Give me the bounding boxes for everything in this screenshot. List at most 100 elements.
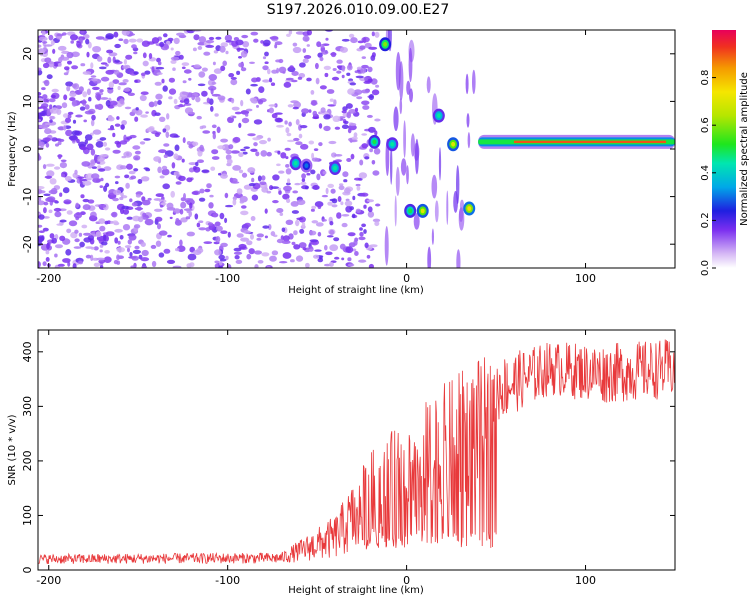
speckle-mark [105,100,111,107]
speckle-mark [159,116,166,123]
snr-ticks: -200 -100 0 100 0 100 200 300 400 [21,330,675,587]
speckle-mark [108,81,115,89]
speckle-mark [203,51,211,56]
speckle-mark [71,130,81,136]
speckle-mark [361,89,370,94]
speckle-mark [304,186,309,190]
speckle-mark [161,165,168,170]
speckle-mark [375,203,381,207]
speckle-mark [136,206,142,211]
speckle-mark [266,190,272,194]
speckle-mark [241,172,248,178]
speckle-mark [131,202,138,207]
speckle-mark [133,168,139,172]
speckle-mark [38,67,42,71]
speckle-mark [158,230,168,236]
speckle-mark [49,115,56,120]
streak-mark [394,195,397,227]
speckle-mark [173,153,179,160]
speckle-mark [325,251,333,256]
speckle-mark [213,68,222,74]
speckle-mark [162,85,168,92]
speckle-mark [100,62,108,65]
speckle-mark [168,88,177,95]
speckle-mark [70,40,74,44]
speckle-mark [108,52,118,57]
speckle-mark [101,241,108,246]
speckle-mark [100,76,110,82]
colorbar-label: Normalized spectral amplitude [739,72,750,226]
speckle-mark [347,88,355,95]
speckle-mark [295,141,303,146]
speckle-mark [113,31,119,38]
speckle-mark [348,33,355,38]
x-tick-label: 0 [403,272,410,285]
speckle-mark [42,94,48,100]
streak-mark [399,97,403,115]
speckle-mark [163,248,171,254]
speckle-mark [220,242,228,248]
speckle-mark [277,150,281,155]
speckle-mark [211,81,217,85]
speckle-mark [214,113,219,117]
speckle-mark [170,190,175,198]
speckle-mark [300,125,308,129]
speckle-mark [158,252,165,258]
speckle-mark [38,112,45,117]
speckle-mark [253,119,263,125]
snr-panel: -200 -100 0 100 0 100 200 300 400 Height of stra… [7,329,676,596]
speckle-mark [43,79,50,87]
speckle-mark [219,212,225,220]
speckle-mark [315,62,319,70]
speckle-mark [330,188,336,194]
speckle-mark [243,184,252,190]
speckle-mark [63,72,69,76]
speckle-mark [57,263,65,267]
spectrogram-marks [38,30,675,268]
speckle-mark [49,178,57,185]
speckle-mark [96,155,106,162]
speckle-mark [99,185,104,189]
speckle-mark [316,173,321,181]
speckle-mark [327,104,336,107]
blob-core [372,139,377,145]
speckle-mark [354,177,361,181]
speckle-mark [269,36,279,40]
speckle-mark [322,170,327,175]
speckle-mark [264,208,268,214]
speckle-mark [231,106,240,111]
speckle-mark [319,85,327,90]
speckle-mark [250,148,258,152]
speckle-mark [54,211,62,218]
speckle-mark [197,45,203,50]
speckle-mark [258,86,265,93]
blob-core [304,163,309,169]
speckle-mark [92,86,100,91]
speckle-mark [163,143,170,147]
speckle-mark [49,119,53,123]
speckle-mark [163,154,168,158]
speckle-mark [186,141,192,145]
streak-mark [456,165,460,205]
speckle-mark [209,98,214,105]
speckle-mark [38,44,42,48]
speckle-mark [116,247,125,253]
speckle-mark [38,106,43,110]
speckle-mark [262,79,271,83]
colorbar-tick-label: 0.4 [700,165,711,181]
speckle-mark [336,65,342,69]
speckle-mark [224,217,228,224]
speckle-mark [302,48,307,53]
speckle-mark [326,235,334,238]
speckle-mark [174,144,180,152]
speckle-mark [141,265,148,268]
speckle-mark [351,136,358,141]
speckle-mark [112,149,121,154]
speckle-mark [343,120,349,125]
speckle-mark [96,257,106,261]
speckle-mark [183,69,192,74]
speckle-mark [122,224,131,231]
speckle-mark [38,224,43,228]
streak-mark [446,190,449,225]
speckle-mark [225,255,229,261]
